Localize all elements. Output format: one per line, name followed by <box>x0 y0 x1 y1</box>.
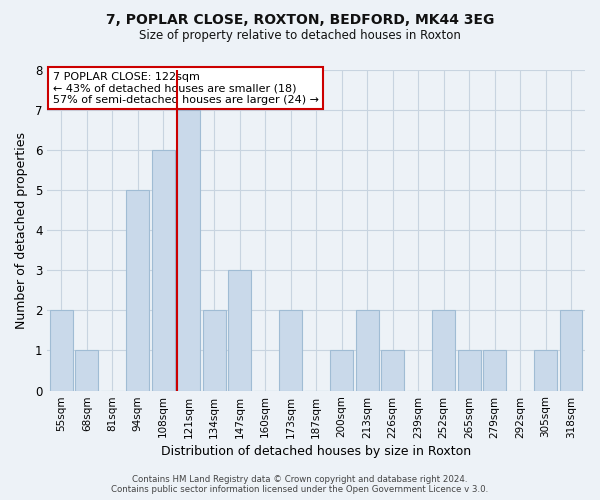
Bar <box>381 350 404 391</box>
Bar <box>330 350 353 391</box>
Text: 7 POPLAR CLOSE: 122sqm
← 43% of detached houses are smaller (18)
57% of semi-det: 7 POPLAR CLOSE: 122sqm ← 43% of detached… <box>53 72 319 105</box>
Bar <box>203 310 226 390</box>
X-axis label: Distribution of detached houses by size in Roxton: Distribution of detached houses by size … <box>161 444 471 458</box>
Text: Size of property relative to detached houses in Roxton: Size of property relative to detached ho… <box>139 29 461 42</box>
Bar <box>127 190 149 390</box>
Bar <box>560 310 583 390</box>
Bar <box>432 310 455 390</box>
Text: Contains HM Land Registry data © Crown copyright and database right 2024.
Contai: Contains HM Land Registry data © Crown c… <box>112 474 488 494</box>
Bar <box>534 350 557 391</box>
Bar <box>50 310 73 390</box>
Bar <box>76 350 98 391</box>
Y-axis label: Number of detached properties: Number of detached properties <box>15 132 28 329</box>
Bar <box>458 350 481 391</box>
Text: 7, POPLAR CLOSE, ROXTON, BEDFORD, MK44 3EG: 7, POPLAR CLOSE, ROXTON, BEDFORD, MK44 3… <box>106 12 494 26</box>
Bar <box>177 110 200 390</box>
Bar <box>228 270 251 390</box>
Bar <box>356 310 379 390</box>
Bar <box>483 350 506 391</box>
Bar <box>279 310 302 390</box>
Bar <box>152 150 175 390</box>
